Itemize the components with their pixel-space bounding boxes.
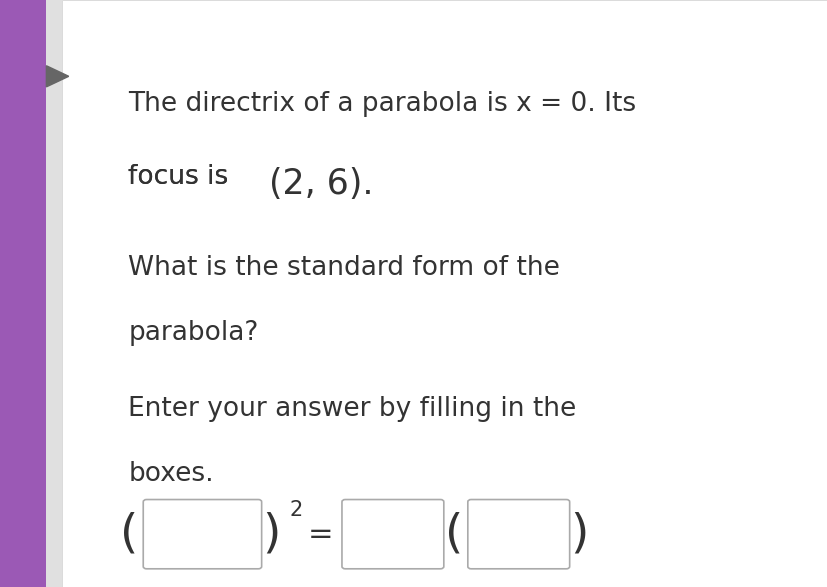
Text: focus is: focus is <box>128 164 237 190</box>
Text: ): ) <box>570 512 588 556</box>
Text: parabola?: parabola? <box>128 320 258 346</box>
Polygon shape <box>46 66 69 87</box>
Text: (: ( <box>120 512 138 556</box>
FancyBboxPatch shape <box>143 500 261 569</box>
FancyBboxPatch shape <box>342 500 443 569</box>
Text: 2: 2 <box>289 500 303 519</box>
Text: focus is: focus is <box>128 164 237 190</box>
Text: The directrix of a parabola is ​​x = 0. Its: The directrix of a parabola is ​​x = 0. … <box>128 91 636 117</box>
Text: (2, 6).: (2, 6). <box>268 167 372 201</box>
FancyBboxPatch shape <box>467 500 569 569</box>
Text: ): ) <box>262 512 280 556</box>
Text: =: = <box>308 519 333 549</box>
Text: (: ( <box>444 512 462 556</box>
Bar <box>0 0 62 587</box>
Text: Enter your answer by filling in the: Enter your answer by filling in the <box>128 396 576 422</box>
Text: boxes.: boxes. <box>128 461 213 487</box>
Text: What is the standard form of the: What is the standard form of the <box>128 255 560 281</box>
Bar <box>0 0 45 587</box>
